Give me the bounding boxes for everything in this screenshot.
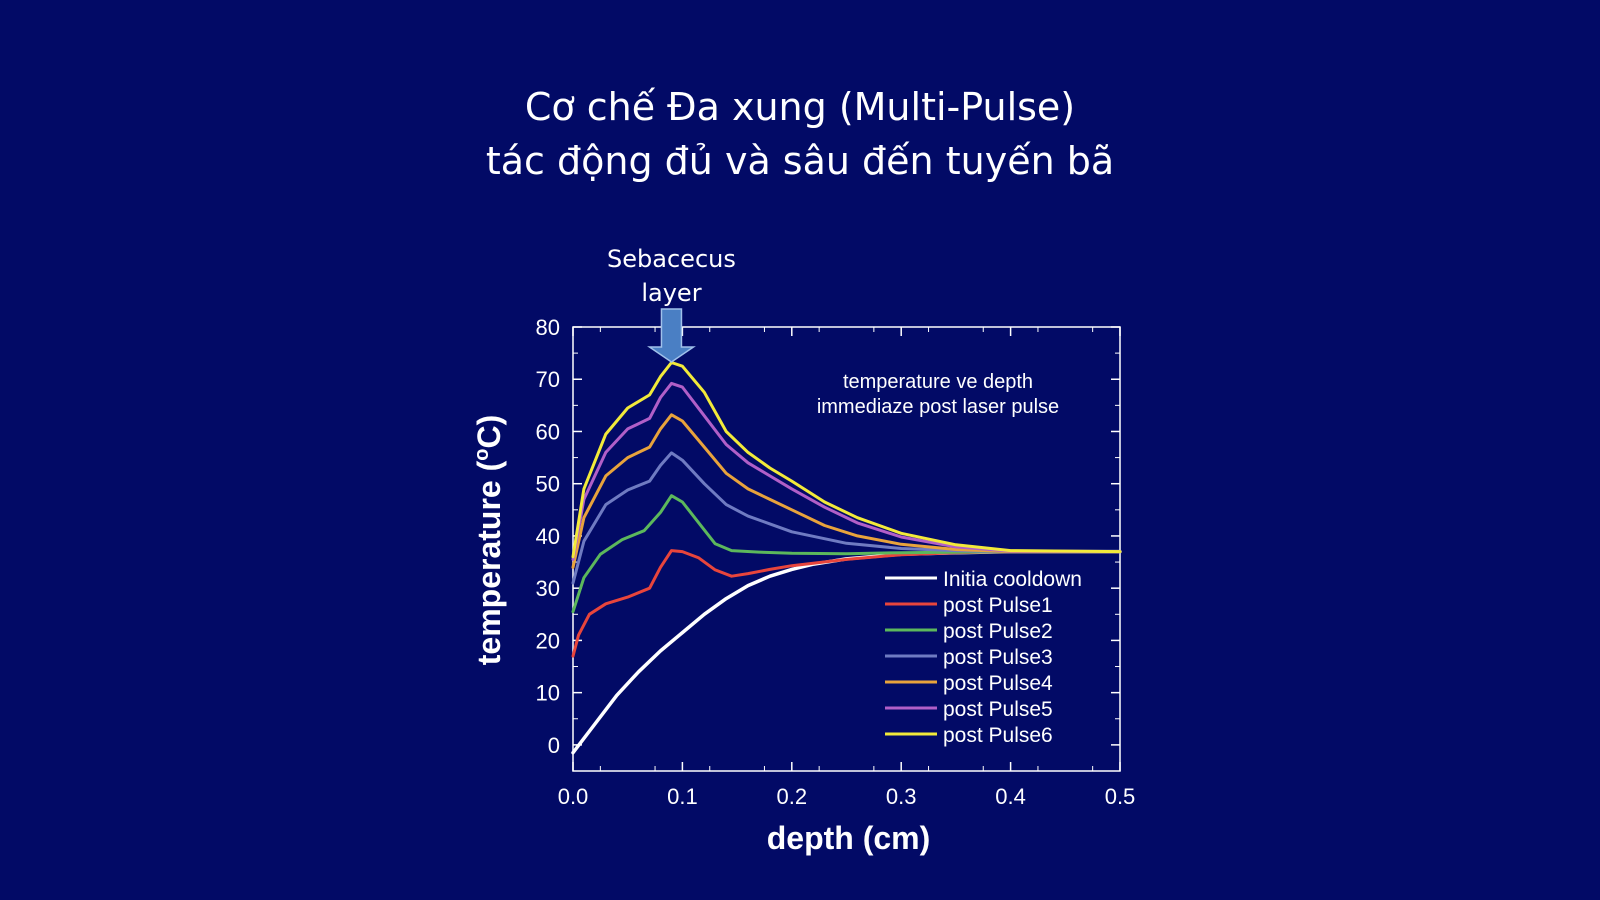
x-tick-label: 0.0 — [558, 784, 589, 809]
x-tick-label: 0.3 — [886, 784, 917, 809]
x-axis-label: depth (cm) — [767, 820, 931, 856]
y-tick-label: 60 — [536, 419, 560, 444]
y-tick-label: 40 — [536, 524, 560, 549]
legend-label: post Pulse5 — [943, 698, 1053, 721]
chart-annotation: temperature ve depth immediaze post laser… — [817, 371, 1059, 418]
y-axis-label: temperature (oC) — [471, 415, 507, 665]
marker-label-line2: layer — [641, 279, 701, 307]
legend-label: post Pulse1 — [943, 594, 1053, 617]
y-tick-label: 70 — [536, 367, 560, 392]
x-tick-label: 0.2 — [777, 784, 808, 809]
y-tick-label: 50 — [536, 472, 560, 497]
legend-label: post Pulse4 — [943, 672, 1053, 695]
x-tick-label: 0.1 — [667, 784, 698, 809]
x-tick-label: 0.5 — [1105, 784, 1136, 809]
series-line-pulse2 — [571, 494, 1122, 614]
legend-label: post Pulse6 — [943, 724, 1053, 747]
y-tick-label: 80 — [536, 315, 560, 340]
series-line-pulse4 — [571, 413, 1122, 569]
x-tick-label: 0.4 — [995, 784, 1026, 809]
series-line-pulse5 — [571, 381, 1122, 561]
series-line-pulse6 — [571, 361, 1122, 559]
legend-label: post Pulse3 — [943, 646, 1053, 669]
series-line-pulse1 — [571, 549, 1122, 658]
sebaceous-layer-arrow-icon — [647, 308, 696, 363]
legend-label: post Pulse2 — [943, 620, 1053, 643]
slide-title-line1: Cơ chế Đa xung (Multi-Pulse) — [524, 85, 1076, 129]
slide-title: Cơ chế Đa xung (Multi-Pulse) tác động đủ… — [0, 80, 1600, 188]
series-line-pulse3 — [571, 451, 1122, 585]
y-tick-label: 30 — [536, 576, 560, 601]
y-tick-label: 0 — [548, 733, 560, 758]
marker-label-line1: Sebacecus — [607, 245, 736, 273]
slide-title-line2: tác động đủ và sâu đến tuyến bã — [485, 139, 1115, 183]
y-tick-label: 10 — [536, 681, 560, 706]
y-tick-label: 20 — [536, 628, 560, 653]
legend-label: Initia cooldown — [943, 568, 1082, 591]
